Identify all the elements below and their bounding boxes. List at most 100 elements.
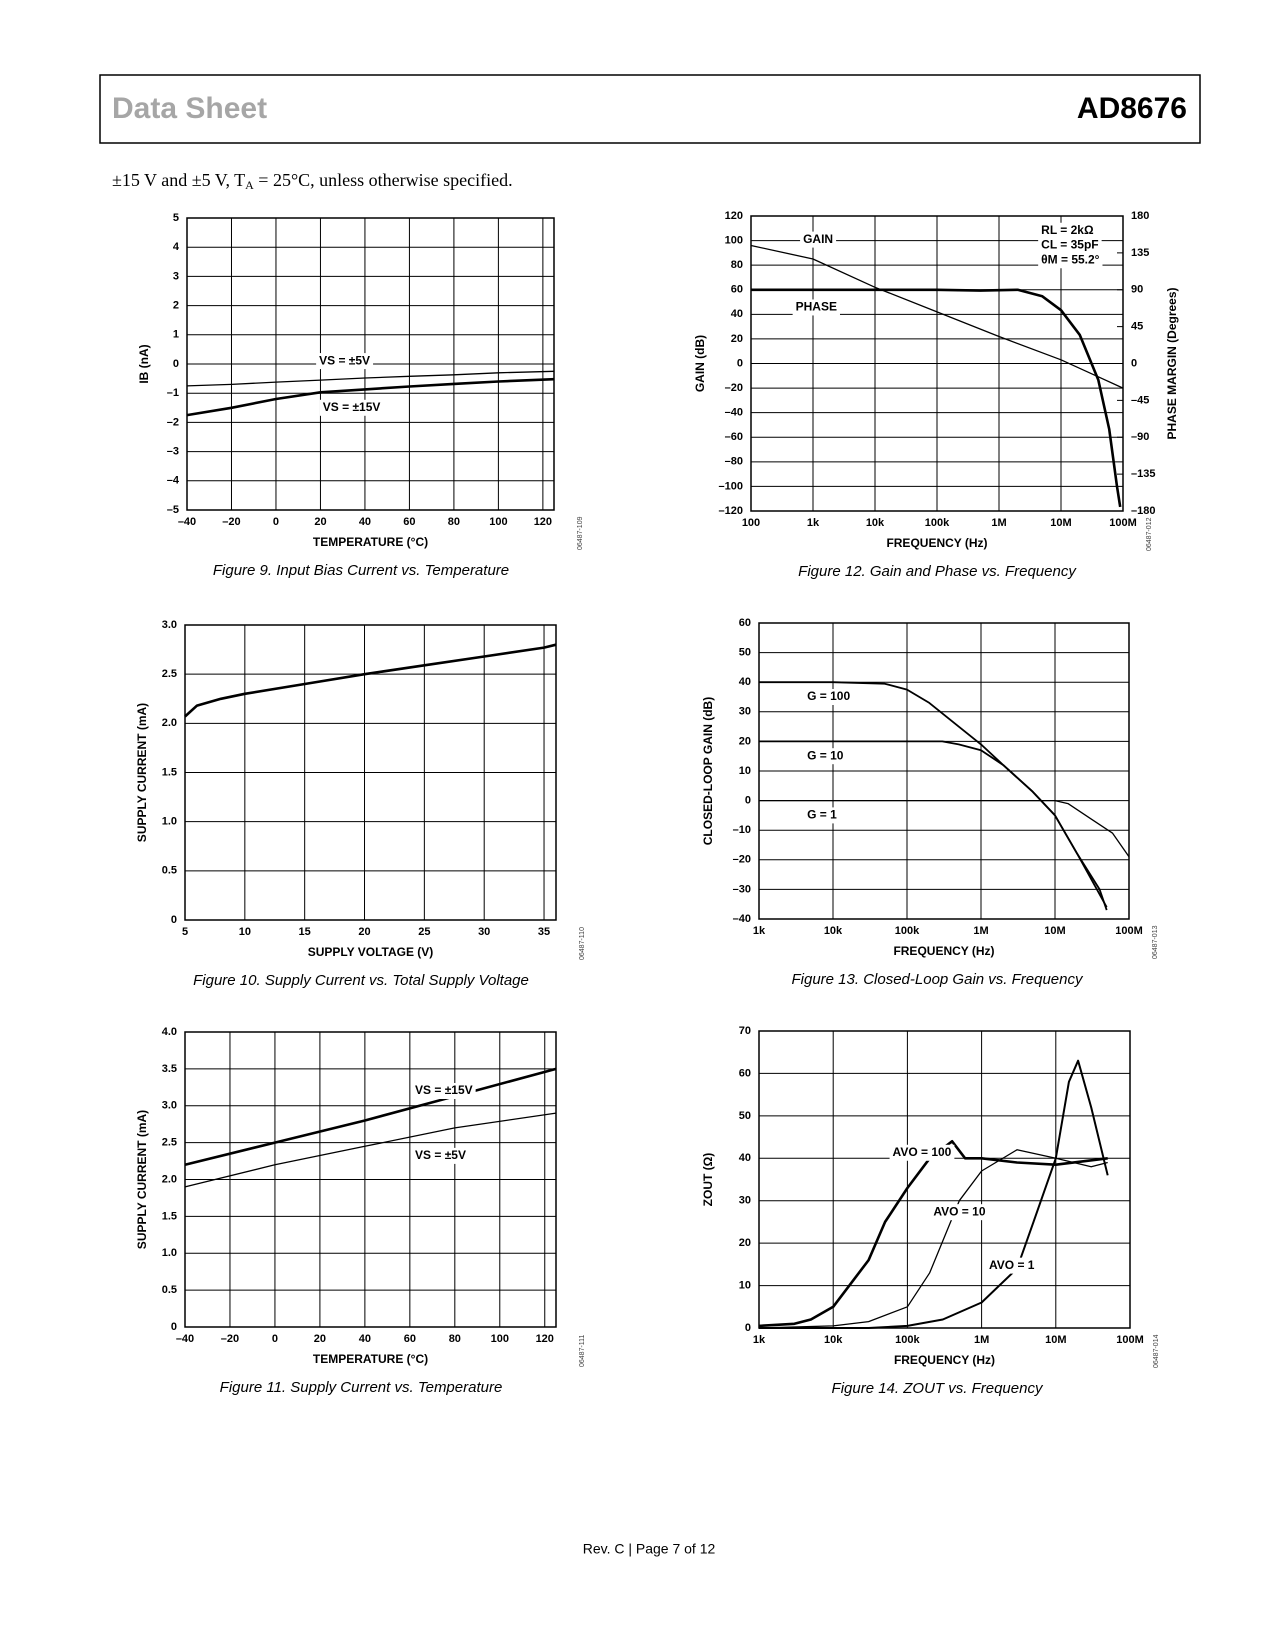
- y-tick-label: 80: [731, 259, 743, 271]
- x-tick-label: 40: [359, 1333, 371, 1345]
- x-tick-label: 10M: [1050, 517, 1071, 529]
- x-tick-label: 20: [314, 1333, 326, 1345]
- y-axis-label: SUPPLY CURRENT (mA): [135, 703, 149, 842]
- y-axis-label: GAIN (dB): [693, 335, 707, 392]
- y-tick-label: –20: [733, 854, 751, 866]
- y-tick-label: 3.0: [162, 1100, 177, 1112]
- label-bg: [804, 807, 840, 824]
- y-tick-label: 100: [725, 234, 743, 246]
- y2-tick-label: –90: [1131, 431, 1149, 443]
- y-tick-label: 2.0: [162, 1173, 177, 1185]
- series-line: [184, 1112, 557, 1188]
- y2-axis-label: PHASE MARGIN (Degrees): [1165, 287, 1179, 439]
- y-tick-label: –5: [167, 504, 179, 516]
- header-right: AD8676: [1077, 92, 1187, 125]
- y-tick-label: –40: [733, 913, 751, 925]
- x-tick-label: 100k: [895, 1334, 920, 1346]
- y-tick-label: 3.5: [162, 1063, 177, 1075]
- y2-tick-label: –180: [1131, 505, 1155, 517]
- caption: Figure 10. Supply Current vs. Total Supp…: [193, 972, 529, 989]
- y-tick-label: 1.0: [162, 1247, 177, 1259]
- series-line: [759, 740, 1108, 911]
- x-tick-label: 1k: [753, 925, 766, 937]
- y-tick-label: 60: [739, 617, 751, 629]
- y-tick-label: –10: [733, 824, 751, 836]
- label-bg: [316, 353, 374, 370]
- y-tick-label: 0: [173, 358, 179, 370]
- series-label: PHASE: [796, 300, 837, 314]
- x-axis-label: SUPPLY VOLTAGE (V): [308, 945, 434, 959]
- series-label: G = 1: [807, 808, 837, 822]
- x-tick-label: 1M: [991, 517, 1006, 529]
- y-tick-label: –20: [725, 382, 743, 394]
- series-label: G = 10: [807, 748, 844, 762]
- x-tick-label: 1k: [807, 517, 820, 529]
- y-tick-label: 40: [739, 1152, 751, 1164]
- x-tick-label: 0: [272, 1333, 278, 1345]
- series-label: AVO = 10: [933, 1204, 985, 1218]
- y-tick-label: 10: [739, 765, 751, 777]
- y2-tick-label: –45: [1131, 394, 1149, 406]
- y-tick-label: 2.5: [162, 1137, 177, 1149]
- y-tick-label: 4: [173, 241, 180, 253]
- series-label: AVO = 100: [893, 1145, 952, 1159]
- x-axis-label: FREQUENCY (Hz): [893, 944, 994, 958]
- y-tick-label: –30: [733, 883, 751, 895]
- x-tick-label: 1M: [974, 1334, 989, 1346]
- y-tick-label: –4: [167, 475, 180, 487]
- chart: –40 –20 0 20 40 60 80 100 120 0 0.5 1.0 1.5 2.0 2.5 3.0…: [135, 1026, 586, 1396]
- series-line: [758, 1140, 1108, 1328]
- y-tick-label: 2.0: [162, 717, 177, 729]
- y-tick-label: 50: [739, 1110, 751, 1122]
- series-line: [751, 288, 1122, 508]
- x-tick-label: 100: [489, 516, 507, 528]
- series-label: VS = ±15V: [415, 1083, 473, 1097]
- x-tick-label: 1M: [973, 925, 988, 937]
- label-bg: [412, 1083, 476, 1099]
- x-tick-label: 120: [534, 516, 552, 528]
- y-tick-label: 10: [739, 1279, 751, 1291]
- y-tick-label: 60: [739, 1067, 751, 1079]
- series-line: [184, 643, 557, 718]
- x-tick-label: 100k: [895, 925, 920, 937]
- x-axis-label: TEMPERATURE (°C): [313, 1352, 428, 1366]
- x-tick-label: 0: [273, 516, 279, 528]
- x-tick-label: 10M: [1044, 925, 1065, 937]
- x-tick-label: 20: [358, 926, 370, 938]
- footer: Rev. C | Page 7 of 12: [583, 1541, 716, 1557]
- x-tick-label: 80: [449, 1333, 461, 1345]
- series-line: [184, 1067, 557, 1167]
- y-tick-label: –100: [719, 480, 743, 492]
- x-tick-label: 20: [314, 516, 326, 528]
- label-bg: [804, 748, 847, 765]
- x-tick-label: –20: [221, 1333, 239, 1345]
- x-tick-label: 10M: [1045, 1334, 1066, 1346]
- y-tick-label: –80: [725, 456, 743, 468]
- figure-code: 06487-012: [1146, 517, 1153, 551]
- series-line: [759, 1059, 1109, 1329]
- label-bg: [800, 231, 837, 248]
- x-tick-label: 100M: [1115, 925, 1143, 937]
- y-tick-label: 120: [725, 210, 743, 222]
- y2-tick-label: 135: [1131, 247, 1149, 259]
- y-tick-label: 0.5: [162, 1284, 177, 1296]
- label-bg: [412, 1147, 469, 1164]
- plot-frame: [758, 1030, 1131, 1329]
- x-axis-label: FREQUENCY (Hz): [894, 1353, 995, 1367]
- series-label: G = 100: [807, 689, 850, 703]
- figure-code: 06487-110: [579, 927, 586, 960]
- series-line: [759, 799, 1130, 858]
- caption: Figure 12. Gain and Phase vs. Frequency: [798, 563, 1077, 580]
- x-tick-label: 100M: [1116, 1334, 1144, 1346]
- series-label: VS = ±5V: [319, 353, 370, 367]
- x-tick-label: 100: [491, 1333, 509, 1345]
- series-label: GAIN: [803, 232, 833, 246]
- series-label: VS = ±5V: [415, 1148, 466, 1162]
- x-tick-label: 35: [538, 926, 550, 938]
- y-axis-label: IB (nA): [137, 344, 151, 383]
- chart: –40 –20 0 20 40 60 80 100 120 –5 –4 –3 –2 –1 0 1 2 3 4 5 TEM…: [137, 212, 584, 579]
- y-axis-label: SUPPLY CURRENT (mA): [135, 1110, 149, 1249]
- y-tick-label: –60: [725, 431, 743, 443]
- y-tick-label: 2.5: [162, 668, 177, 680]
